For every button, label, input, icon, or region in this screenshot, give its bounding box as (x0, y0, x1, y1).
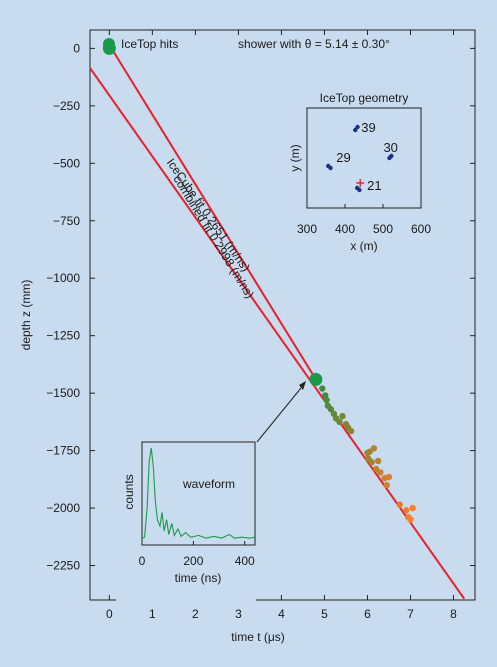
icecube-hit (396, 501, 403, 508)
plot-frame (89, 29, 476, 601)
icecube-hit (366, 448, 373, 455)
waveform-x-tick-label: 400 (235, 554, 255, 568)
y-tick-label: −1500 (46, 386, 80, 400)
x-tick-label: 8 (450, 607, 457, 621)
geometry-title: IceTop geometry (320, 91, 409, 105)
x-tick-label: 3 (235, 607, 242, 621)
icecube-hit (375, 457, 382, 465)
icetop-hit (309, 372, 323, 386)
geometry-station-label: 30 (383, 140, 397, 155)
waveform-x-label: time (ns) (175, 571, 222, 585)
pointer-arrowhead (299, 381, 306, 390)
icecube-hit (402, 507, 410, 514)
geometry-x-axis: 300 400 500 600 (297, 204, 431, 236)
icecube-hit (323, 396, 330, 404)
legend-marker (103, 38, 115, 50)
geometry-x-label: x (m) (350, 239, 377, 253)
geometry-station-label: 29 (336, 150, 350, 165)
waveform-trace (141, 447, 256, 539)
y-tick-label: −1750 (46, 444, 80, 458)
waveform-x-axis: 0 200 400 (139, 541, 255, 568)
icecube-hit (377, 469, 384, 476)
geometry-station-label: 21 (367, 178, 381, 193)
x-tick-label: 5 (321, 607, 328, 621)
waveform-bg (116, 440, 256, 606)
x-tick-label: 1 (149, 607, 156, 621)
icecube-hits (319, 385, 416, 523)
fit-lines (89, 47, 466, 600)
x-tick-label: 4 (278, 607, 285, 621)
geometry-station (353, 127, 358, 133)
geometry-station (357, 187, 362, 193)
waveform-y-label: counts (122, 474, 136, 509)
icecube-hit (407, 516, 414, 523)
x-tick-label: 7 (407, 607, 414, 621)
icecube-hit (385, 473, 393, 481)
inset-waveform: 0 200 400 waveform counts time (ns) (116, 440, 256, 606)
geometry-station (355, 124, 360, 130)
icecube-hit (339, 412, 346, 420)
geometry-x-tick-label: 500 (373, 222, 393, 236)
waveform-x-tick-label: 0 (139, 554, 146, 568)
fit-line (110, 47, 317, 380)
geometry-x-tick-label: 400 (335, 222, 355, 236)
geometry-x-tick-label: 600 (411, 222, 431, 236)
waveform-frame (141, 441, 256, 546)
icecube-hit (383, 481, 391, 489)
icecube-hit (370, 445, 378, 452)
y-tick-label: 0 (73, 41, 80, 55)
icecube-hit (347, 427, 355, 435)
shower-angle-label: shower with θ = 5.14 ± 0.30° (238, 37, 390, 51)
geometry-y-label: y (m) (288, 144, 302, 171)
x-tick-label: 2 (192, 607, 199, 621)
inset-geometry: IceTop geometry 300 400 500 600 39 30 29 21 x … (288, 91, 431, 253)
y-tick-label: −2250 (46, 559, 80, 573)
waveform-label: waveform (182, 477, 235, 491)
pointer-line (256, 387, 302, 443)
geometry-station (389, 153, 394, 159)
fit-label-combined: combined fit 0.2998 (m/ns) (170, 173, 257, 301)
y-tick-label: −1250 (46, 329, 80, 343)
legend-label: IceTop hits (121, 37, 178, 51)
y-axis-label: depth z (mm) (19, 280, 33, 351)
y-tick-label: −2000 (46, 501, 80, 515)
geometry-frame (306, 107, 422, 209)
geometry-station-label: 39 (361, 120, 375, 135)
icecube-hit (327, 406, 335, 413)
y-tick-label: −500 (53, 156, 80, 170)
icecube-hit (336, 418, 343, 426)
icecube-hit (368, 458, 375, 466)
icecube-hit (372, 465, 380, 473)
geometry-stations: 39 30 29 21 (326, 120, 398, 193)
y-tick-label: −250 (53, 99, 80, 113)
y-tick-label: −1000 (46, 271, 80, 285)
waveform-x-tick-label: 200 (183, 554, 203, 568)
x-tick-label: 0 (106, 607, 113, 621)
x-axis: 0 1 2 3 4 5 6 7 8 (106, 30, 457, 621)
fit-label-icecube: IceCube fit 0.2651 (m/ns) (164, 156, 253, 274)
x-tick-label: 6 (364, 607, 371, 621)
geometry-x-tick-label: 300 (297, 222, 317, 236)
icecube-hit (319, 385, 326, 392)
geometry-station (328, 165, 333, 171)
x-axis-label: time t (μs) (231, 630, 285, 644)
y-tick-label: −750 (53, 214, 80, 228)
icecube-hit (409, 504, 416, 512)
y-axis: 0 −250 −500 −750 −1000 −1250 −1500 −1750 −2000 −2… (46, 41, 475, 573)
fit-line (89, 67, 466, 600)
